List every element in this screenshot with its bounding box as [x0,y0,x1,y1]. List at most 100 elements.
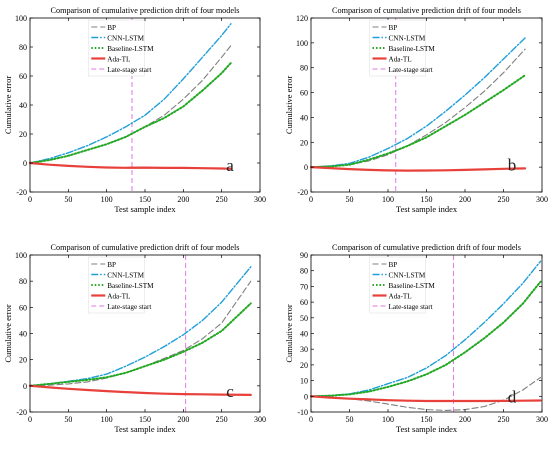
x-tick-label: 200 [177,195,189,204]
y-tick-label: 120 [296,14,308,23]
series-line-ada-tl [309,166,527,172]
legend-label: Late-stage start [107,66,151,74]
y-tick-label: -20 [16,188,27,197]
x-tick-label: 200 [459,195,471,204]
x-tick-label: 100 [101,415,113,424]
legend-box [88,256,145,314]
chart-title: Comparison of cumulative prediction drif… [51,6,240,15]
legend-label: BP [107,24,116,32]
x-tick-label: 150 [139,195,151,204]
panel-label: b [508,155,517,174]
y-axis-label: Cumulative error [3,76,13,134]
x-tick-label: 100 [382,195,394,204]
x-tick-label: 0 [309,195,313,204]
legend-label: CNN-LSTM [389,271,426,279]
legend-label: Baseline-LSTM [389,282,436,290]
series-line-ada-tl [309,395,542,403]
y-tick-label: 100 [15,251,27,260]
legend-label: BP [107,261,116,269]
y-tick-label: 0 [304,392,308,401]
chart-panel-a: Comparison of cumulative prediction drif… [3,6,266,214]
legend-box [369,19,426,77]
legend-label: BP [389,261,398,269]
x-axis-label: Test sample index [396,204,458,214]
x-tick-label: 300 [254,195,266,204]
y-tick-label: 60 [300,89,308,98]
y-tick-label: 60 [19,72,27,81]
chart-panel-c: Comparison of cumulative prediction drif… [3,243,266,434]
y-axis-label: Cumulative error [284,76,294,134]
y-tick-label: 80 [300,64,308,73]
x-tick-label: 50 [64,195,72,204]
y-tick-label: 100 [296,39,308,48]
x-tick-label: 0 [309,415,313,424]
legend-label: CNN-LSTM [389,34,426,42]
legend-label: CNN-LSTM [107,271,144,279]
x-tick-label: 150 [421,415,433,424]
x-axis-label: Test sample index [114,424,176,434]
y-axis-label: Cumulative error [284,304,294,362]
x-tick-label: 250 [216,195,228,204]
legend: BP CNN-LSTM Baseline-LSTM Ada-TL Late-stage … [369,256,436,314]
x-tick-label: 100 [101,195,113,204]
x-tick-label: 0 [28,195,32,204]
legend-label: Ada-TL [389,292,412,300]
x-tick-label: 300 [536,195,548,204]
x-tick-label: 50 [346,195,354,204]
panel-label: d [508,388,517,407]
series-line-baseline-lstm [310,74,527,169]
legend: BP CNN-LSTM Baseline-LSTM Ada-TL Late-stage … [88,256,154,314]
x-tick-label: 300 [254,415,266,424]
y-tick-label: 20 [300,138,308,147]
y-tick-label: 50 [300,314,308,323]
legend-label: Late-stage start [389,303,433,311]
x-tick-label: 150 [139,415,151,424]
legend: BP CNN-LSTM Baseline-LSTM Ada-TL Late-stage … [88,19,154,77]
y-tick-label: 0 [23,159,27,168]
legend-label: Baseline-LSTM [389,45,436,53]
x-tick-label: 0 [28,415,32,424]
y-tick-label: 20 [19,130,27,139]
legend-label: Late-stage start [389,66,433,74]
y-tick-label: -20 [297,188,308,197]
series-line-baseline-lstm [29,61,232,164]
legend-label: Ada-TL [107,55,130,63]
y-tick-label: 80 [300,267,308,276]
legend-label: Ada-TL [389,55,412,63]
y-tick-label: 60 [19,303,27,312]
y-axis-label: Cumulative error [3,304,13,362]
series-line-ada-tl [28,161,232,170]
panel-label: a [226,156,234,175]
x-tick-label: 50 [64,415,72,424]
legend-label: Late-stage start [107,303,151,311]
y-tick-label: 40 [19,101,27,110]
y-tick-label: 0 [23,382,27,391]
x-tick-label: 150 [421,195,433,204]
series-line-cnn-lstm [310,37,526,168]
x-tick-label: 100 [382,415,394,424]
legend-label: Baseline-LSTM [107,45,154,53]
y-tick-label: 70 [300,282,308,291]
series-line-baseline-lstm [310,280,542,398]
x-tick-label: 250 [498,415,510,424]
x-tick-label: 250 [216,415,228,424]
series-line-bp [29,280,252,387]
legend-box [369,256,426,314]
legend-box [88,19,145,77]
chart-panel-d: Comparison of cumulative prediction drif… [284,243,548,434]
legend-label: BP [389,24,398,32]
chart-title: Comparison of cumulative prediction drif… [332,6,521,15]
y-tick-label: 10 [300,377,308,386]
series-line-cnn-lstm [29,23,232,164]
y-tick-label: 20 [19,356,27,365]
x-tick-label: 250 [498,195,510,204]
x-tick-label: 300 [536,415,548,424]
y-tick-label: 60 [300,298,308,307]
y-tick-label: 0 [304,163,308,172]
x-tick-label: 50 [346,415,354,424]
y-tick-label: 40 [300,330,308,339]
series-line-ada-tl [28,384,252,396]
series-line-bp [310,48,526,168]
